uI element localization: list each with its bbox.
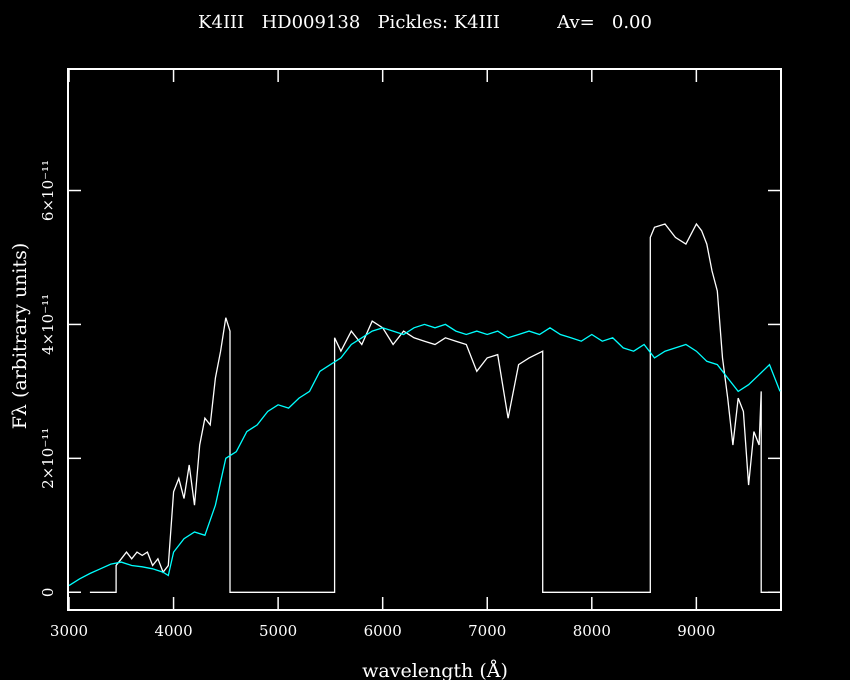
series-layer (68, 222, 781, 593)
x-tick-label: 9000 (677, 622, 715, 640)
series-line-2 (68, 323, 781, 587)
x-tick-label: 3000 (50, 622, 88, 640)
x-tick-label: 8000 (573, 622, 611, 640)
x-tick-label: 6000 (364, 622, 402, 640)
chart-title: K4III HD009138 Pickles: K4III Av= 0.00 (198, 12, 652, 33)
x-tick-label: 4000 (154, 622, 192, 640)
x-tick-label: 5000 (259, 622, 297, 640)
y-axis-ticks: 0 2×10⁻¹¹ 4×10⁻¹¹ 6×10⁻¹¹ (39, 160, 780, 597)
x-axis-label: wavelength (Å) (362, 660, 508, 680)
y-tick-label: 6×10⁻¹¹ (39, 160, 57, 221)
series-line-1 (89, 222, 780, 593)
y-axis-label: Fλ (arbitrary units) (9, 243, 31, 430)
y-tick-label: 4×10⁻¹¹ (39, 294, 57, 355)
y-tick-label: 0 (39, 588, 57, 598)
x-tick-label: 7000 (468, 622, 506, 640)
plot-frame (67, 68, 782, 611)
x-axis-ticks: 3000 4000 5000 6000 7000 8000 9000 (50, 70, 715, 640)
y-tick-label: 2×10⁻¹¹ (39, 428, 57, 489)
